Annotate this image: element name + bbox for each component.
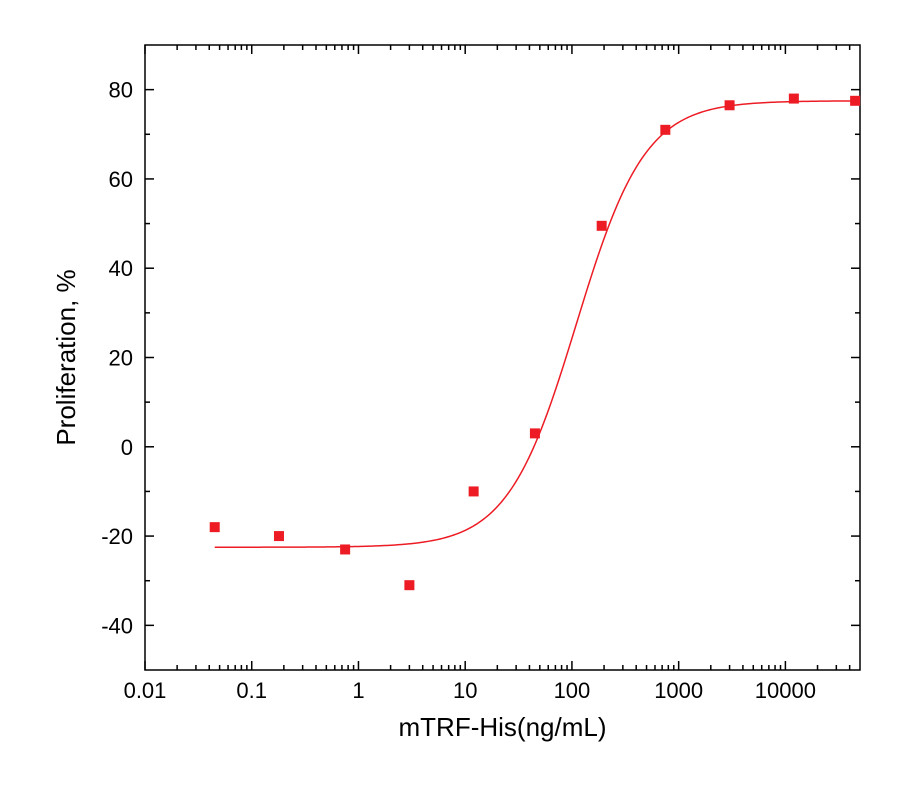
data-point — [274, 531, 284, 541]
y-tick-label: -20 — [101, 524, 133, 549]
y-tick-label: -40 — [101, 613, 133, 638]
data-point — [850, 96, 860, 106]
data-point — [789, 94, 799, 104]
dose-response-chart: 0.01 0.1 1 10 100 1000 10000 mTRF-His(ng/mL) -40… — [0, 0, 899, 809]
data-point — [660, 125, 670, 135]
x-tick-label: 1 — [352, 678, 364, 703]
x-tick-label: 0.01 — [124, 678, 167, 703]
data-point — [404, 580, 414, 590]
x-tick-label: 10 — [453, 678, 477, 703]
data-point — [530, 428, 540, 438]
y-tick-label: 0 — [121, 435, 133, 460]
y-tick-label: 60 — [109, 167, 133, 192]
data-point — [340, 544, 350, 554]
x-tick-label: 100 — [554, 678, 591, 703]
y-axis-title: Proliferation, % — [51, 269, 81, 445]
data-point — [597, 221, 607, 231]
x-tick-label: 0.1 — [236, 678, 267, 703]
y-tick-label: 80 — [109, 78, 133, 103]
x-tick-label: 1000 — [654, 678, 703, 703]
x-tick-label: 10000 — [755, 678, 816, 703]
data-point — [210, 522, 220, 532]
x-axis-title: mTRF-His(ng/mL) — [399, 712, 607, 742]
data-point — [469, 486, 479, 496]
y-tick-label: 20 — [109, 346, 133, 371]
y-tick-label: 40 — [109, 256, 133, 281]
data-point — [725, 100, 735, 110]
